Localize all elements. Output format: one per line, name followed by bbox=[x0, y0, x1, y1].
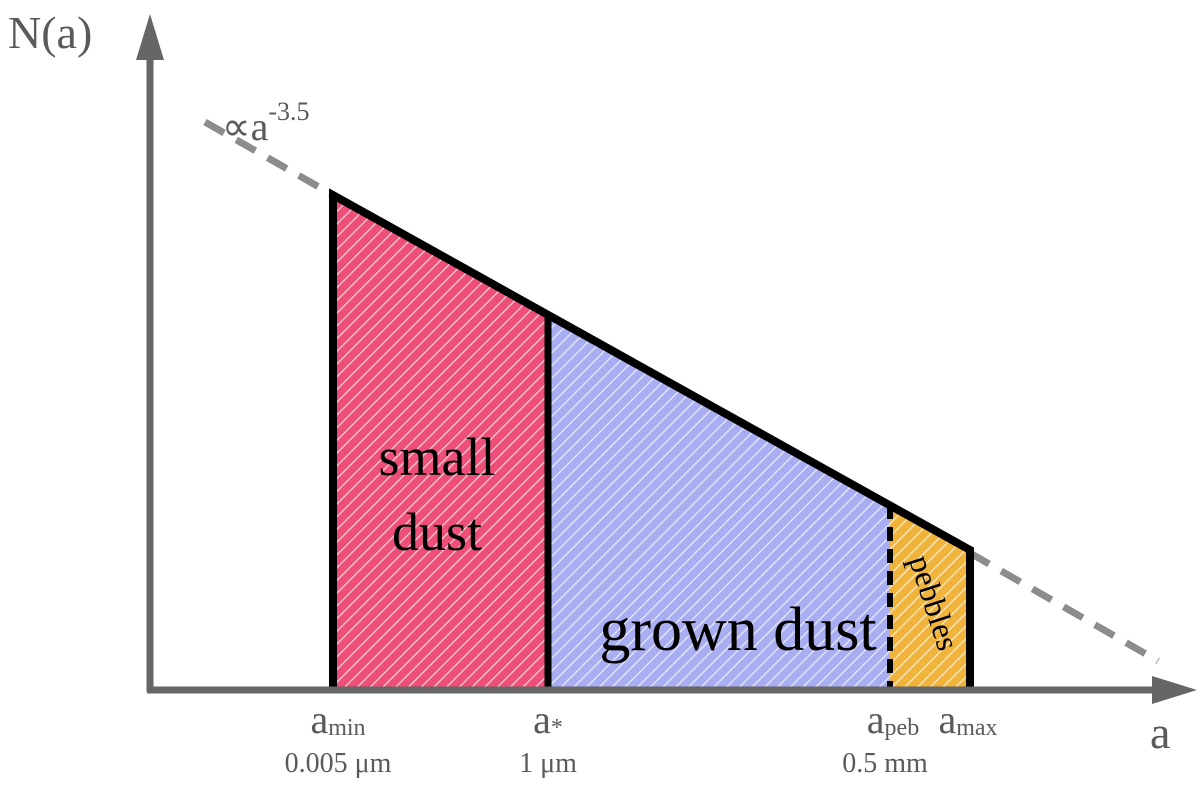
marker-subscript: min bbox=[328, 715, 365, 741]
power-law-guide bbox=[203, 118, 335, 199]
region-label: small bbox=[379, 427, 496, 487]
marker-subscript: peb bbox=[885, 715, 920, 741]
marker-symbol: amin bbox=[310, 697, 365, 742]
marker-value: 0.5 mm bbox=[842, 748, 928, 779]
marker-value: 0.005 μm bbox=[285, 748, 392, 779]
hatch bbox=[890, 505, 970, 690]
marker-symbol: a* bbox=[533, 697, 563, 742]
hatch bbox=[548, 315, 890, 690]
y-axis-arrow bbox=[136, 14, 164, 60]
region-label: grown dust bbox=[599, 596, 876, 664]
marker-symbol: apeb bbox=[867, 697, 919, 742]
y-axis-label: N(a) bbox=[8, 7, 92, 58]
power-law-exponent: -3.5 bbox=[268, 97, 309, 126]
marker-letter: a bbox=[867, 697, 885, 742]
hatch bbox=[333, 195, 548, 690]
power-law-label: ∝a-3.5 bbox=[222, 97, 310, 149]
marker-letter: a bbox=[533, 697, 551, 742]
power-law-base: ∝a bbox=[222, 104, 269, 149]
marker-subscript: * bbox=[551, 715, 563, 741]
distribution-outline bbox=[329, 188, 974, 690]
power-law-guide bbox=[968, 549, 1160, 665]
marker-value: 1 μm bbox=[519, 748, 577, 779]
marker-letter: a bbox=[310, 697, 328, 742]
x-axis-arrow bbox=[1152, 676, 1197, 704]
region-label: dust bbox=[392, 502, 482, 562]
marker-subscript: max bbox=[956, 715, 997, 741]
marker-symbol: amax bbox=[938, 697, 997, 742]
marker-letter: a bbox=[938, 697, 956, 742]
x-axis-label: a bbox=[1150, 707, 1170, 758]
